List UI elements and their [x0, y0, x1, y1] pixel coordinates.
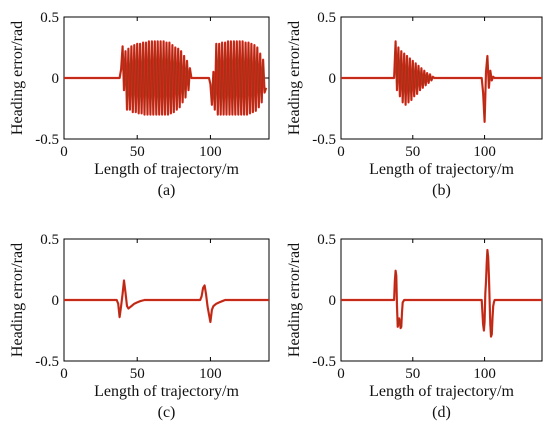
y-tick-label: -0.5: [312, 354, 336, 370]
y-tick-label: 0: [329, 71, 337, 87]
x-tick-label: 100: [473, 144, 496, 160]
y-tick-label: 0: [52, 293, 60, 309]
series-line: [341, 40, 542, 124]
series-line-core: [64, 41, 267, 115]
x-tick-label: 0: [60, 366, 68, 382]
panel-label: (c): [158, 404, 176, 421]
y-tick-label: -0.5: [35, 354, 59, 370]
x-tick-label: 0: [337, 366, 345, 382]
x-tick-label: 100: [199, 144, 222, 160]
y-tick-label: 0: [52, 71, 60, 87]
series-line-core: [64, 280, 269, 323]
y-tick-label: 0.5: [317, 232, 336, 248]
x-axis-label: Length of trajectory/m: [94, 383, 239, 400]
x-axis-label: Length of trajectory/m: [94, 161, 239, 178]
panel-label: (b): [432, 182, 451, 199]
series-line: [64, 279, 269, 324]
y-axis-label: Heading error/rad: [286, 21, 303, 135]
x-tick-label: 50: [130, 144, 145, 160]
y-tick-label: 0: [329, 293, 337, 309]
y-tick-label: -0.5: [35, 132, 59, 148]
y-tick-label: 0.5: [40, 10, 59, 26]
panel-label: (d): [432, 404, 451, 421]
x-tick-label: 0: [60, 144, 68, 160]
y-tick-label: 0.5: [317, 10, 336, 26]
x-tick-label: 50: [405, 144, 420, 160]
series-line: [341, 248, 542, 338]
y-axis-label: Heading error/rad: [9, 243, 26, 357]
x-tick-label: 50: [130, 366, 145, 382]
y-axis-label: Heading error/rad: [9, 21, 26, 135]
series-line-core: [341, 249, 542, 338]
x-tick-label: 50: [405, 366, 420, 382]
y-tick-label: -0.5: [312, 132, 336, 148]
x-tick-label: 100: [473, 366, 496, 382]
x-axis-label: Length of trajectory/m: [369, 161, 514, 178]
y-tick-label: 0.5: [40, 232, 59, 248]
x-tick-label: 100: [199, 366, 222, 382]
x-tick-label: 0: [337, 144, 345, 160]
series-line-core: [341, 41, 542, 123]
panel-label: (a): [158, 182, 176, 199]
x-axis-label: Length of trajectory/m: [369, 383, 514, 400]
y-axis-label: Heading error/rad: [286, 243, 303, 357]
